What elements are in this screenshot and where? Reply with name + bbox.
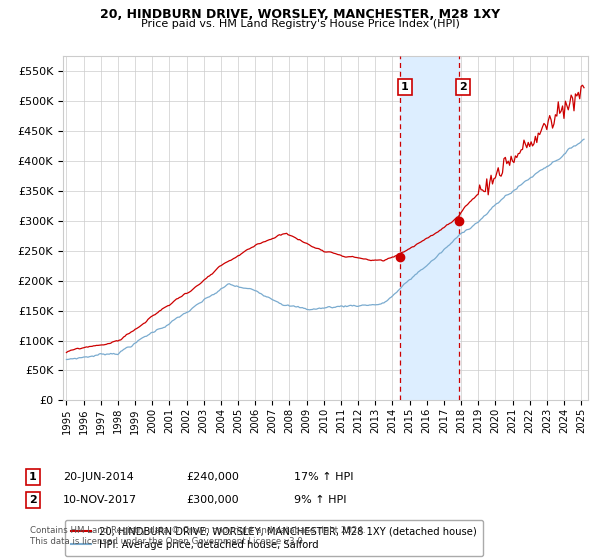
Text: 20-JUN-2014: 20-JUN-2014: [63, 472, 134, 482]
Text: 9% ↑ HPI: 9% ↑ HPI: [294, 495, 347, 505]
Text: Price paid vs. HM Land Registry's House Price Index (HPI): Price paid vs. HM Land Registry's House …: [140, 19, 460, 29]
Bar: [400, 56, 458, 400]
Text: 1: 1: [29, 472, 37, 482]
Text: 17% ↑ HPI: 17% ↑ HPI: [294, 472, 353, 482]
Text: Contains HM Land Registry data © Crown copyright and database right 2024.
This d: Contains HM Land Registry data © Crown c…: [30, 526, 365, 546]
Text: £300,000: £300,000: [186, 495, 239, 505]
Text: 2: 2: [459, 82, 467, 92]
Text: 10-NOV-2017: 10-NOV-2017: [63, 495, 137, 505]
Text: £240,000: £240,000: [186, 472, 239, 482]
Text: 1: 1: [401, 82, 409, 92]
Text: 20, HINDBURN DRIVE, WORSLEY, MANCHESTER, M28 1XY: 20, HINDBURN DRIVE, WORSLEY, MANCHESTER,…: [100, 8, 500, 21]
Text: 2: 2: [29, 495, 37, 505]
Legend: 20, HINDBURN DRIVE, WORSLEY, MANCHESTER, M28 1XY (detached house), HPI: Average : 20, HINDBURN DRIVE, WORSLEY, MANCHESTER,…: [65, 520, 483, 556]
